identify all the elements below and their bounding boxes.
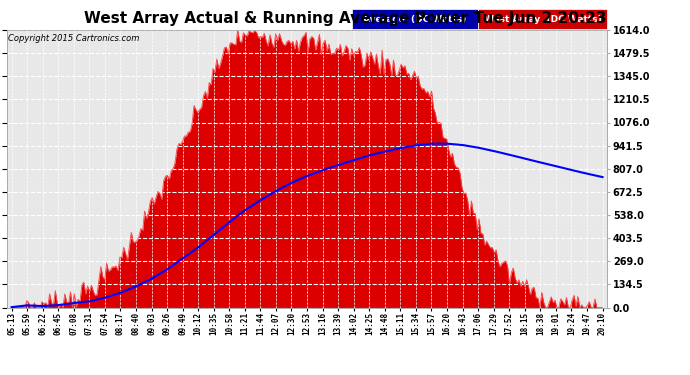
FancyBboxPatch shape	[478, 9, 607, 29]
Text: West Array  (DC Watts): West Array (DC Watts)	[484, 15, 602, 24]
Text: Copyright 2015 Cartronics.com: Copyright 2015 Cartronics.com	[8, 34, 139, 43]
Text: Average  (DC Watts): Average (DC Watts)	[364, 15, 466, 24]
FancyBboxPatch shape	[352, 9, 478, 29]
Text: West Array Actual & Running Average Power Tue Jun 2 20:23: West Array Actual & Running Average Powe…	[83, 11, 607, 26]
